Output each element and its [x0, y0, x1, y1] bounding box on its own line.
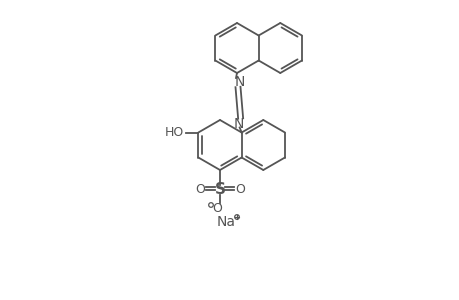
Text: O: O: [195, 183, 205, 196]
Text: N: N: [234, 75, 245, 89]
Text: S: S: [214, 182, 225, 197]
Text: O: O: [212, 202, 221, 214]
Text: O: O: [235, 183, 244, 196]
Text: N: N: [233, 116, 243, 130]
Text: Na: Na: [216, 215, 235, 229]
Text: HO: HO: [164, 126, 184, 139]
